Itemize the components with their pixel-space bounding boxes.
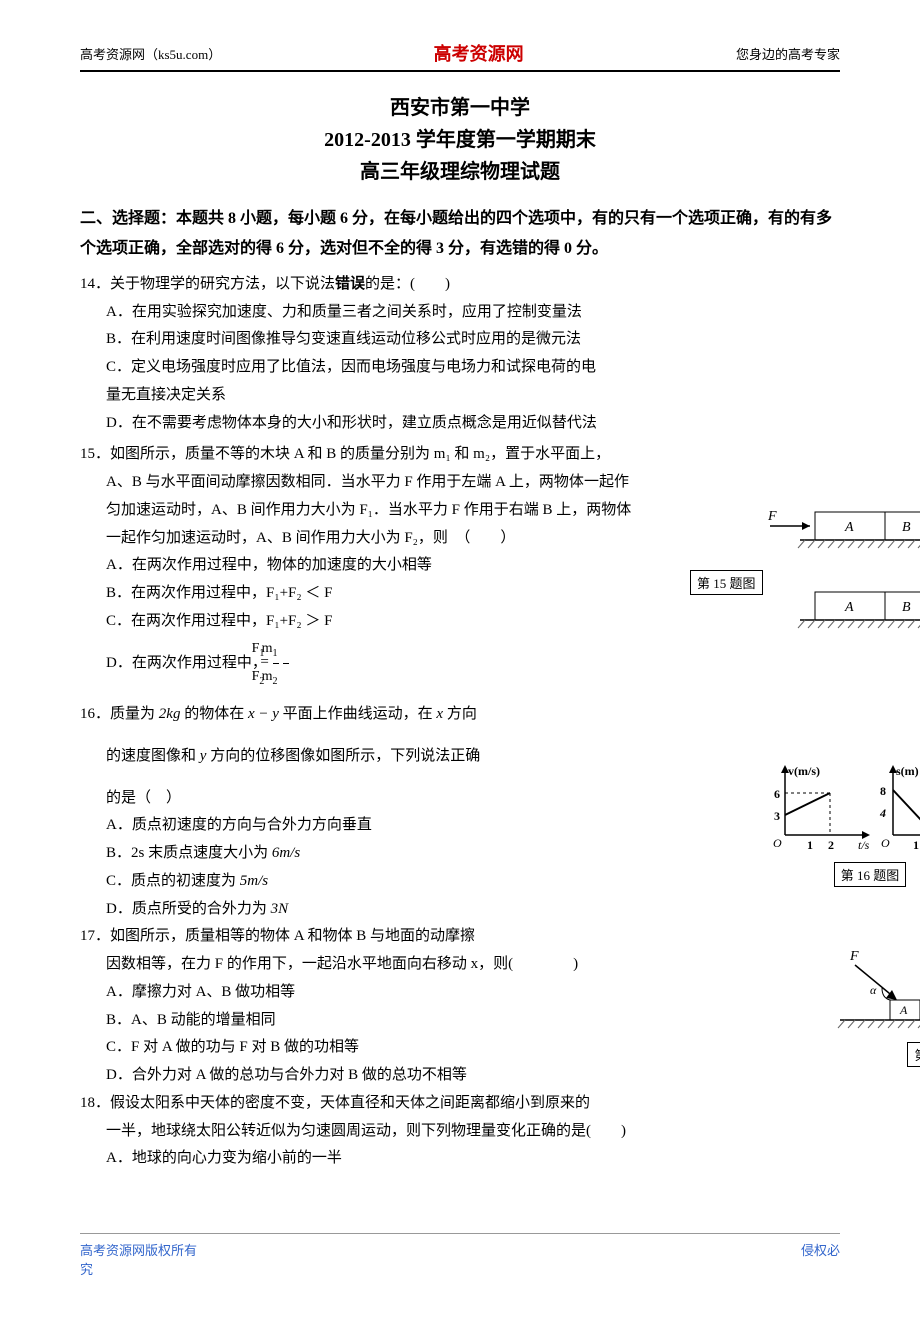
q16-option-d: D．质点所受的合外力为 3N <box>80 896 840 924</box>
q16-option-c: C．质点的初速度为 5m/s <box>80 868 840 896</box>
title-block: 西安市第一中学 2012-2013 学年度第一学期期末 高三年级理综物理试题 <box>80 92 840 188</box>
q15-option-d: D．在两次作用过程中， F1F2 = m1m2 <box>80 636 840 692</box>
svg-text:4: 4 <box>879 806 886 820</box>
q15-option-a: A．在两次作用过程中，物体的加速度的大小相等 <box>80 552 840 580</box>
q17-num: 17． <box>80 928 110 944</box>
q15-d-pre: D．在两次作用过程中， <box>106 655 267 671</box>
q16-stem1-pre: 质量为 <box>110 706 159 722</box>
q17-option-a: A．摩擦力对 A、B 做功相等 <box>80 979 840 1007</box>
q18-stem2: 一半，地球绕太阳公转近似为匀速圆周运动，则下列物理量变化正确的是( ) <box>80 1118 840 1146</box>
q14-option-d: D．在不需要考虑物体本身的大小和形状时，建立质点概念是用近似替代法 <box>80 410 840 438</box>
footer-left: 高考资源网版权所有究 <box>80 1240 197 1278</box>
q17-fig-label: 第 17 题图 <box>907 1042 920 1067</box>
q14-wrong-word: 错误 <box>335 276 365 292</box>
q14-stem-pre: 关于物理学的研究方法，以下说法 <box>110 276 335 292</box>
question-18: 18．假设太阳系中天体的密度不变，天体直径和天体之间距离都缩小到原来的 一半，地… <box>80 1090 840 1173</box>
title-line-1: 西安市第一中学 <box>80 92 840 124</box>
q18-stem1: 假设太阳系中天体的密度不变，天体直径和天体之间距离都缩小到原来的 <box>110 1095 590 1111</box>
q15-A-top: A <box>844 520 854 535</box>
q15-stem3: 匀加速运动时，A、B 间作用力大小为 F₁．当水平力 F 作用于右端 B 上，两… <box>80 497 840 525</box>
q15-num: 15． <box>80 446 110 462</box>
q16-c-pre: C．质点的初速度为 <box>106 873 240 889</box>
q15-option-b: B．在两次作用过程中，F₁+F₂ ＜ F <box>80 580 840 608</box>
header-center-brand: 高考资源网 <box>434 40 524 66</box>
page-footer: 高考资源网版权所有究 侵权必 <box>80 1233 840 1278</box>
q15-d-formula: F1F2 = m1m2 <box>271 636 291 692</box>
q18-option-a: A．地球的向心力变为缩小前的一半 <box>80 1145 840 1173</box>
q14-option-a: A．在用实验探究加速度、力和质量三者之间关系时，应用了控制变量法 <box>80 299 840 327</box>
title-line-3: 高三年级理综物理试题 <box>80 156 840 188</box>
q16-stem2-pre: 的速度图像和 <box>106 748 200 764</box>
q17-option-c: C．F 对 A 做的功与 F 对 B 做的功相等 <box>80 1034 840 1062</box>
q14-stem-post: 的是：( ) <box>365 276 450 292</box>
q16-s-axis: s(m) <box>896 764 919 778</box>
q16-stem3: 的是（ ） <box>80 785 840 813</box>
section-intro: 二、选择题：本题共 8 小题，每小题 6 分，在每小题给出的四个选项中，有的只有… <box>80 204 840 265</box>
q16-fig-label: 第 16 题图 <box>834 862 907 887</box>
q17-stem2: 因数相等，在力 F 的作用下，一起沿水平地面向右移动 x，则( ) <box>80 951 840 979</box>
title-line-2: 2012-2013 学年度第一学期期末 <box>80 124 840 156</box>
svg-text:8: 8 <box>880 784 886 798</box>
q16-stem1-post: 方向 <box>443 706 477 722</box>
q15-stem4: 一起作匀加速运动时，A、B 间作用力大小为 F₂，则 （ ） <box>80 525 840 553</box>
q15-B-top: B <box>902 520 911 535</box>
q15-stem1: 如图所示，质量不等的木块 A 和 B 的质量分别为 m₁ 和 m₂，置于水平面上… <box>110 446 610 462</box>
question-14: 14．关于物理学的研究方法，以下说法错误的是：( ) A．在用实验探究加速度、力… <box>80 271 840 438</box>
q15-A-bot: A <box>844 600 854 615</box>
svg-text:1: 1 <box>913 838 919 852</box>
q14-option-b: B．在利用速度时间图像推导匀变速直线运动位移公式时应用的是微元法 <box>80 326 840 354</box>
q16-option-a: A．质点初速度的方向与合外力方向垂直 <box>80 812 840 840</box>
q16-b-pre: B．2s 末质点速度大小为 <box>106 845 272 861</box>
header-left: 高考资源网（ks5u.com） <box>80 44 221 63</box>
q16-option-b: B．2s 末质点速度大小为 6m/s <box>80 840 840 868</box>
q15-option-c: C．在两次作用过程中，F₁+F₂ ＞ F <box>80 608 840 636</box>
q14-option-c-1: C．定义电场强度时应用了比值法，因而电场强度与电场力和试探电荷的电 <box>80 354 840 382</box>
q17-option-b: B．A、B 动能的增量相同 <box>80 1007 840 1035</box>
q17-F: F <box>849 950 859 964</box>
q17-option-d: D．合外力对 A 做的总功与合外力对 B 做的总功不相等 <box>80 1062 840 1090</box>
q17-A: A <box>899 1003 908 1017</box>
page-header: 高考资源网（ks5u.com） 高考资源网 您身边的高考专家 <box>80 40 840 66</box>
svg-text:O: O <box>881 836 890 850</box>
q16-stem1-m2: 平面上作曲线运动，在 <box>279 706 437 722</box>
q16-num: 16． <box>80 706 110 722</box>
question-17: 17．如图所示，质量相等的物体 A 和物体 B 与地面的动摩擦 因数相等，在力 … <box>80 923 840 1090</box>
q16-d-pre: D．质点所受的合外力为 <box>106 901 271 917</box>
q17-alpha: α <box>870 983 877 997</box>
q15-B-bot: B <box>902 600 911 615</box>
header-divider <box>80 70 840 72</box>
q17-stem1: 如图所示，质量相等的物体 A 和物体 B 与地面的动摩擦 <box>110 928 475 944</box>
q16-stem2-post: 方向的位移图像如图所示，下列说法正确 <box>206 748 480 764</box>
question-15: 15．如图所示，质量不等的木块 A 和 B 的质量分别为 m₁ 和 m₂，置于水… <box>80 441 840 691</box>
header-right: 您身边的高考专家 <box>736 44 840 63</box>
q16-t-axis-1: t/s <box>858 838 870 852</box>
footer-right: 侵权必 <box>801 1240 840 1278</box>
q18-num: 18． <box>80 1095 110 1111</box>
q14-num: 14． <box>80 276 110 292</box>
q16-stem1-m1: 的物体在 <box>180 706 248 722</box>
q15-stem2: A、B 与水平面间动摩擦因数相同．当水平力 F 作用于左端 A 上，两物体一起作 <box>80 469 840 497</box>
question-16: 16．质量为 2kg 的物体在 x − y 平面上作曲线运动，在 x 方向 的速… <box>80 701 840 923</box>
q14-option-c-2: 量无直接决定关系 <box>80 382 840 410</box>
